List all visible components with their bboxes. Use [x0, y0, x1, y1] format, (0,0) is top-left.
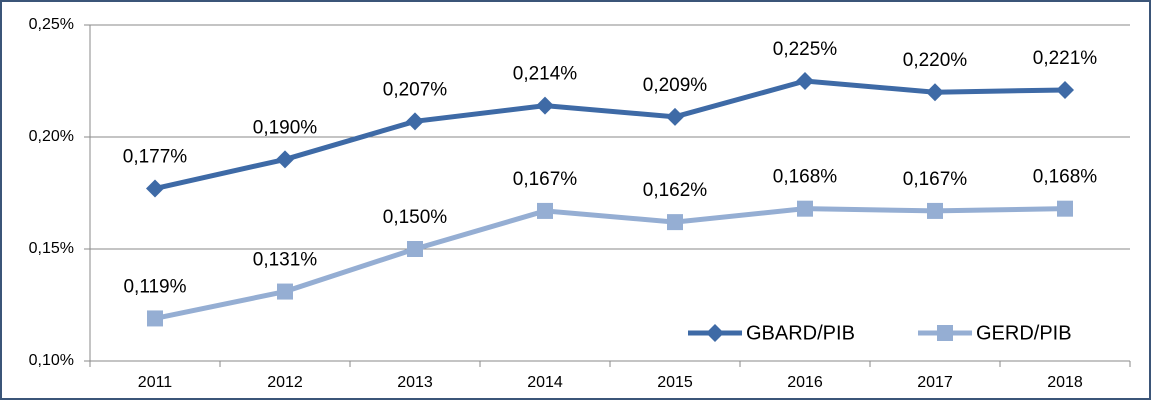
point-marker: [537, 202, 553, 219]
data-label: 0,209%: [643, 75, 708, 96]
data-label: 0,207%: [383, 79, 448, 100]
data-label: 0,167%: [903, 169, 968, 190]
series-line: [154, 78, 1066, 191]
point-marker: [276, 150, 294, 169]
point-marker: [406, 112, 424, 131]
x-tick-label: 2014: [527, 374, 563, 391]
legend-marker: [706, 324, 724, 342]
legend-label: GERD/PIB: [976, 322, 1072, 344]
point-marker: [407, 241, 423, 257]
point-marker: [277, 283, 293, 300]
point-marker: [796, 72, 814, 90]
data-label: 0,225%: [773, 39, 838, 60]
point-marker: [146, 179, 164, 198]
point-marker: [147, 310, 163, 327]
series-line: [154, 206, 1066, 321]
data-label: 0,162%: [643, 180, 708, 201]
x-tick-label: 2016: [787, 374, 823, 391]
data-label: 0,177%: [123, 147, 188, 168]
data-label: 0,150%: [383, 207, 448, 228]
data-label: 0,220%: [903, 50, 968, 71]
legend-label: GBARD/PIB: [746, 322, 855, 344]
data-label: 0,168%: [773, 167, 838, 188]
y-tick-label: 0,10%: [29, 352, 74, 369]
point-marker: [536, 96, 554, 115]
data-label: 0,214%: [513, 64, 578, 85]
y-tick-label: 0,20%: [29, 128, 74, 145]
point-marker: [667, 214, 683, 231]
data-label: 0,131%: [253, 250, 318, 271]
point-marker: [926, 83, 944, 102]
x-tick-label: 2013: [397, 374, 433, 391]
data-label: 0,221%: [1033, 48, 1098, 69]
x-tick-label: 2015: [657, 374, 693, 391]
point-marker: [666, 107, 684, 126]
point-marker: [797, 200, 813, 217]
point-marker: [1057, 200, 1073, 217]
point-marker: [927, 202, 943, 219]
x-tick-label: 2018: [1047, 374, 1083, 391]
y-tick-label: 0,25%: [29, 16, 74, 33]
data-label: 0,168%: [1033, 167, 1098, 188]
legend-marker: [937, 325, 953, 341]
data-label: 0,167%: [513, 169, 578, 190]
x-tick-label: 2017: [917, 374, 953, 391]
x-tick-label: 2011: [138, 374, 173, 391]
point-marker: [1056, 80, 1074, 99]
data-label: 0,119%: [123, 276, 186, 297]
data-label: 0,190%: [253, 117, 318, 138]
y-tick-label: 0,15%: [29, 240, 74, 257]
x-tick-label: 2012: [267, 374, 303, 391]
